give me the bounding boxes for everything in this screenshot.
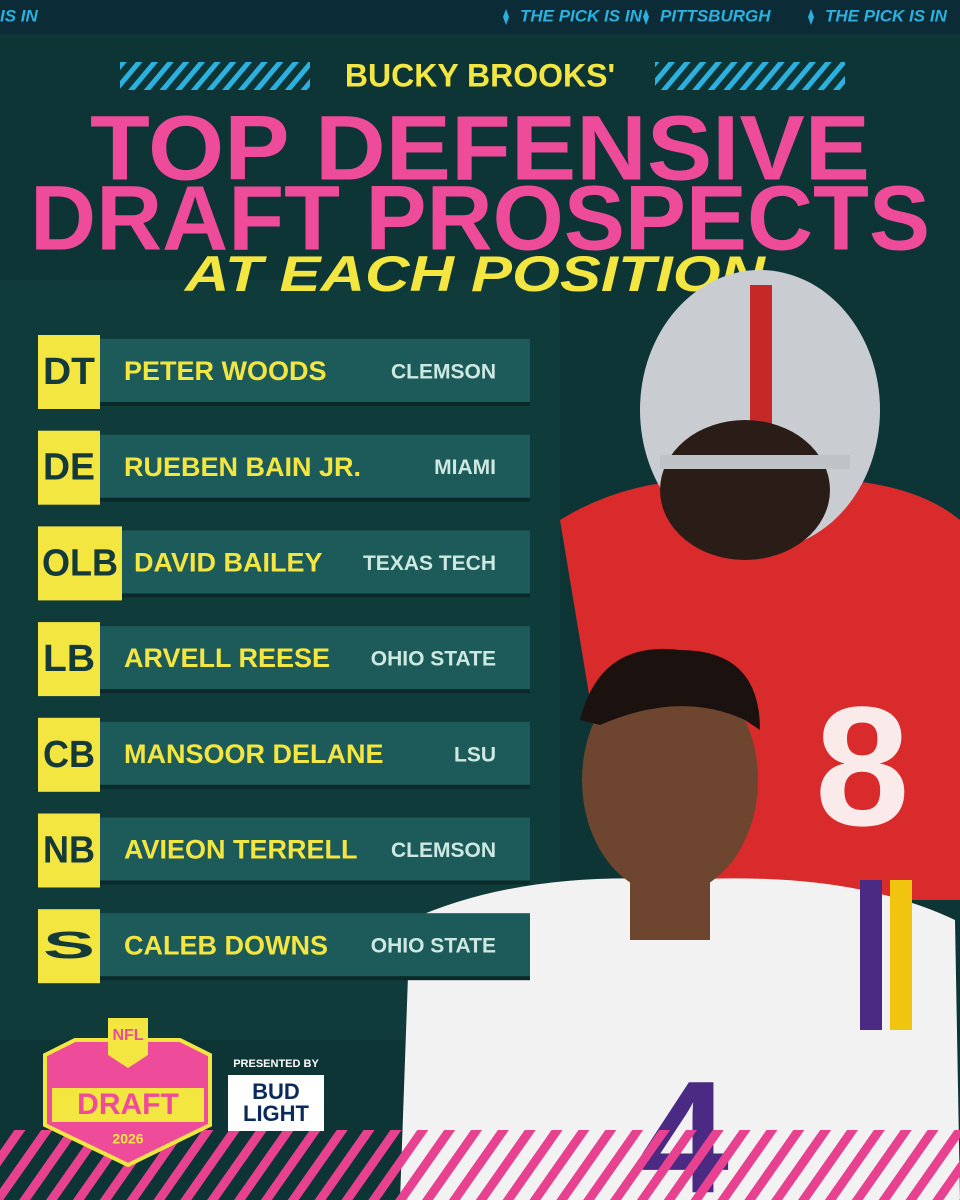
row-shadow [100,976,530,981]
row-bar [100,530,530,597]
logo-nfl: NFL [112,1027,143,1044]
player-name: MANSOOR DELANE [124,739,384,769]
player-name: PETER WOODS [124,356,327,386]
ticker-star [503,9,509,25]
ticker-star [808,9,814,25]
row-shadow [100,784,530,789]
title-line: TOP DEFENSIVE [90,97,870,199]
row-shadow [100,880,530,885]
title-line: DRAFT PROSPECTS [30,167,930,269]
row-bar [100,434,530,501]
ticker-item: THE PICK IS IN [520,6,643,25]
school: LSU [454,743,496,766]
position-box [38,622,100,697]
logo-year: 2026 [112,1131,143,1147]
svg-text:8: 8 [815,672,910,862]
position: CB [43,734,95,776]
row-shadow [100,689,530,694]
position-box [38,909,100,984]
school: CLEMSON [391,361,496,384]
player-photo: 4 [400,648,960,1200]
sponsor-logo [228,1075,324,1131]
decor-stripes [120,62,310,90]
position-box [38,813,100,888]
row-bar [100,817,530,884]
sponsor-box: BUD LIGHT [243,1079,309,1126]
row-bar [100,626,530,693]
school: OHIO STATE [371,935,496,958]
ticker-item: PITTSBURGH [660,6,771,25]
logo-draft: DRAFT [77,1088,179,1121]
school: CLEMSON [391,839,496,862]
ticker-star [643,9,649,25]
ticker-item: IS IN [0,6,39,25]
decor-stripes [655,62,845,90]
player-name: RUEBEN BAIN JR. [124,452,361,482]
position: NB [43,830,95,872]
presented-by: PRESENTED BY [233,1058,319,1070]
sponsor: BUD LIGHT [243,1079,309,1126]
position: S [43,925,95,967]
position-box [38,526,122,601]
position: DE [43,447,95,489]
position: DT [43,351,95,393]
school: OHIO STATE [371,648,496,671]
ticker-item: THE PICK IS IN [825,6,948,25]
subtitle: AT EACH POSITION [183,246,767,302]
player-name: AVIEON TERRELL [124,835,358,865]
draft-logo [43,1018,212,1168]
row-shadow [100,497,530,502]
position: LB [43,638,95,680]
school: TEXAS TECH [363,552,496,575]
position-box [38,430,100,505]
row-shadow [100,593,530,598]
position-box [38,717,100,792]
row-bar [100,339,530,405]
position: OLB [42,542,118,584]
row-shadow [100,402,530,406]
position-box [38,335,100,409]
player-name: DAVID BAILEY [134,548,323,578]
player-name: ARVELL REESE [124,643,330,673]
school: MIAMI [434,456,496,479]
row-bar [100,721,530,788]
row-bar [100,913,530,980]
ticker-bar [0,0,960,34]
author: BUCKY BROOKS' [345,57,615,93]
player-name: CALEB DOWNS [124,930,328,960]
